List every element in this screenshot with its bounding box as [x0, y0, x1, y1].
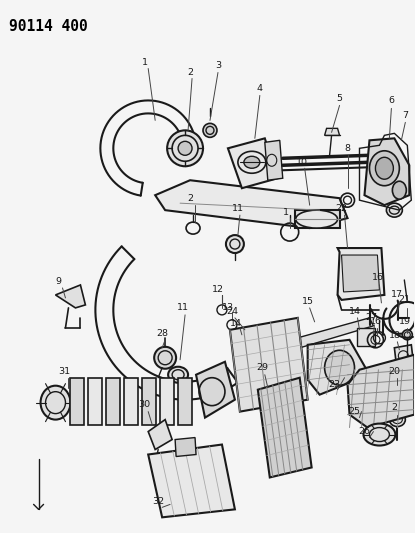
- Text: 5: 5: [337, 94, 342, 103]
- Text: 11: 11: [177, 303, 189, 312]
- Polygon shape: [295, 210, 339, 228]
- Text: 4: 4: [257, 84, 263, 93]
- Text: 1: 1: [283, 208, 289, 216]
- Text: 18: 18: [389, 332, 401, 340]
- Bar: [240, 332, 258, 354]
- Polygon shape: [196, 362, 235, 417]
- Text: 11: 11: [232, 204, 244, 213]
- Text: 10: 10: [295, 158, 308, 167]
- Polygon shape: [337, 248, 384, 300]
- Ellipse shape: [168, 367, 188, 383]
- Text: 26: 26: [359, 427, 371, 436]
- Polygon shape: [124, 378, 138, 425]
- Ellipse shape: [392, 181, 406, 199]
- Ellipse shape: [203, 123, 217, 138]
- Polygon shape: [364, 139, 409, 205]
- Text: 23: 23: [329, 380, 341, 389]
- Polygon shape: [175, 438, 196, 456]
- Text: 16: 16: [371, 273, 383, 282]
- Polygon shape: [148, 445, 235, 518]
- Ellipse shape: [178, 141, 192, 155]
- Polygon shape: [228, 139, 278, 188]
- Ellipse shape: [364, 424, 395, 446]
- Text: 9: 9: [56, 278, 61, 286]
- Text: 6: 6: [388, 96, 394, 105]
- Text: 12: 12: [212, 286, 224, 294]
- Ellipse shape: [325, 350, 354, 385]
- Polygon shape: [178, 378, 192, 425]
- Ellipse shape: [167, 131, 203, 166]
- Text: 7: 7: [402, 111, 408, 120]
- Polygon shape: [56, 285, 85, 308]
- Text: 28: 28: [156, 329, 168, 338]
- Text: 21: 21: [398, 295, 410, 304]
- Ellipse shape: [386, 203, 403, 217]
- Text: 14: 14: [349, 308, 361, 317]
- Text: 31: 31: [59, 367, 71, 376]
- Text: 8: 8: [344, 144, 351, 153]
- Polygon shape: [155, 180, 347, 228]
- Text: 32: 32: [152, 497, 164, 506]
- Ellipse shape: [403, 330, 413, 340]
- Polygon shape: [148, 419, 172, 449]
- Ellipse shape: [41, 386, 71, 419]
- Text: 22: 22: [336, 204, 347, 213]
- Polygon shape: [88, 378, 103, 425]
- Polygon shape: [160, 378, 174, 425]
- Ellipse shape: [244, 156, 260, 168]
- Ellipse shape: [226, 235, 244, 253]
- Polygon shape: [71, 378, 84, 425]
- Text: 15: 15: [302, 297, 314, 306]
- Polygon shape: [142, 378, 156, 425]
- Text: 2: 2: [187, 193, 193, 203]
- Ellipse shape: [154, 347, 176, 369]
- Polygon shape: [394, 345, 413, 365]
- Text: 27: 27: [366, 313, 378, 322]
- Polygon shape: [342, 255, 379, 292]
- Text: 13: 13: [222, 303, 234, 312]
- Text: 29: 29: [256, 363, 268, 372]
- Ellipse shape: [378, 376, 415, 408]
- Text: 24: 24: [226, 308, 238, 317]
- Polygon shape: [325, 128, 339, 135]
- Text: 30: 30: [138, 400, 150, 409]
- Ellipse shape: [376, 157, 393, 179]
- Ellipse shape: [389, 413, 405, 426]
- Polygon shape: [106, 378, 120, 425]
- Text: 2: 2: [187, 68, 193, 77]
- Text: 16: 16: [369, 317, 381, 326]
- Bar: [357, 328, 376, 346]
- Text: 3: 3: [215, 61, 221, 70]
- Text: 20: 20: [388, 367, 400, 376]
- Text: 25: 25: [349, 407, 361, 416]
- Text: 1: 1: [142, 58, 148, 67]
- Polygon shape: [308, 340, 369, 394]
- Text: 90114 400: 90114 400: [9, 19, 88, 34]
- Text: 2: 2: [391, 403, 398, 412]
- Ellipse shape: [369, 151, 399, 185]
- Polygon shape: [230, 318, 308, 411]
- Polygon shape: [258, 378, 312, 478]
- Polygon shape: [347, 355, 414, 427]
- Text: 14: 14: [230, 319, 242, 328]
- Ellipse shape: [296, 210, 337, 228]
- Text: 19: 19: [399, 317, 411, 326]
- Polygon shape: [255, 318, 374, 360]
- Text: 17: 17: [391, 290, 403, 300]
- Polygon shape: [265, 140, 283, 180]
